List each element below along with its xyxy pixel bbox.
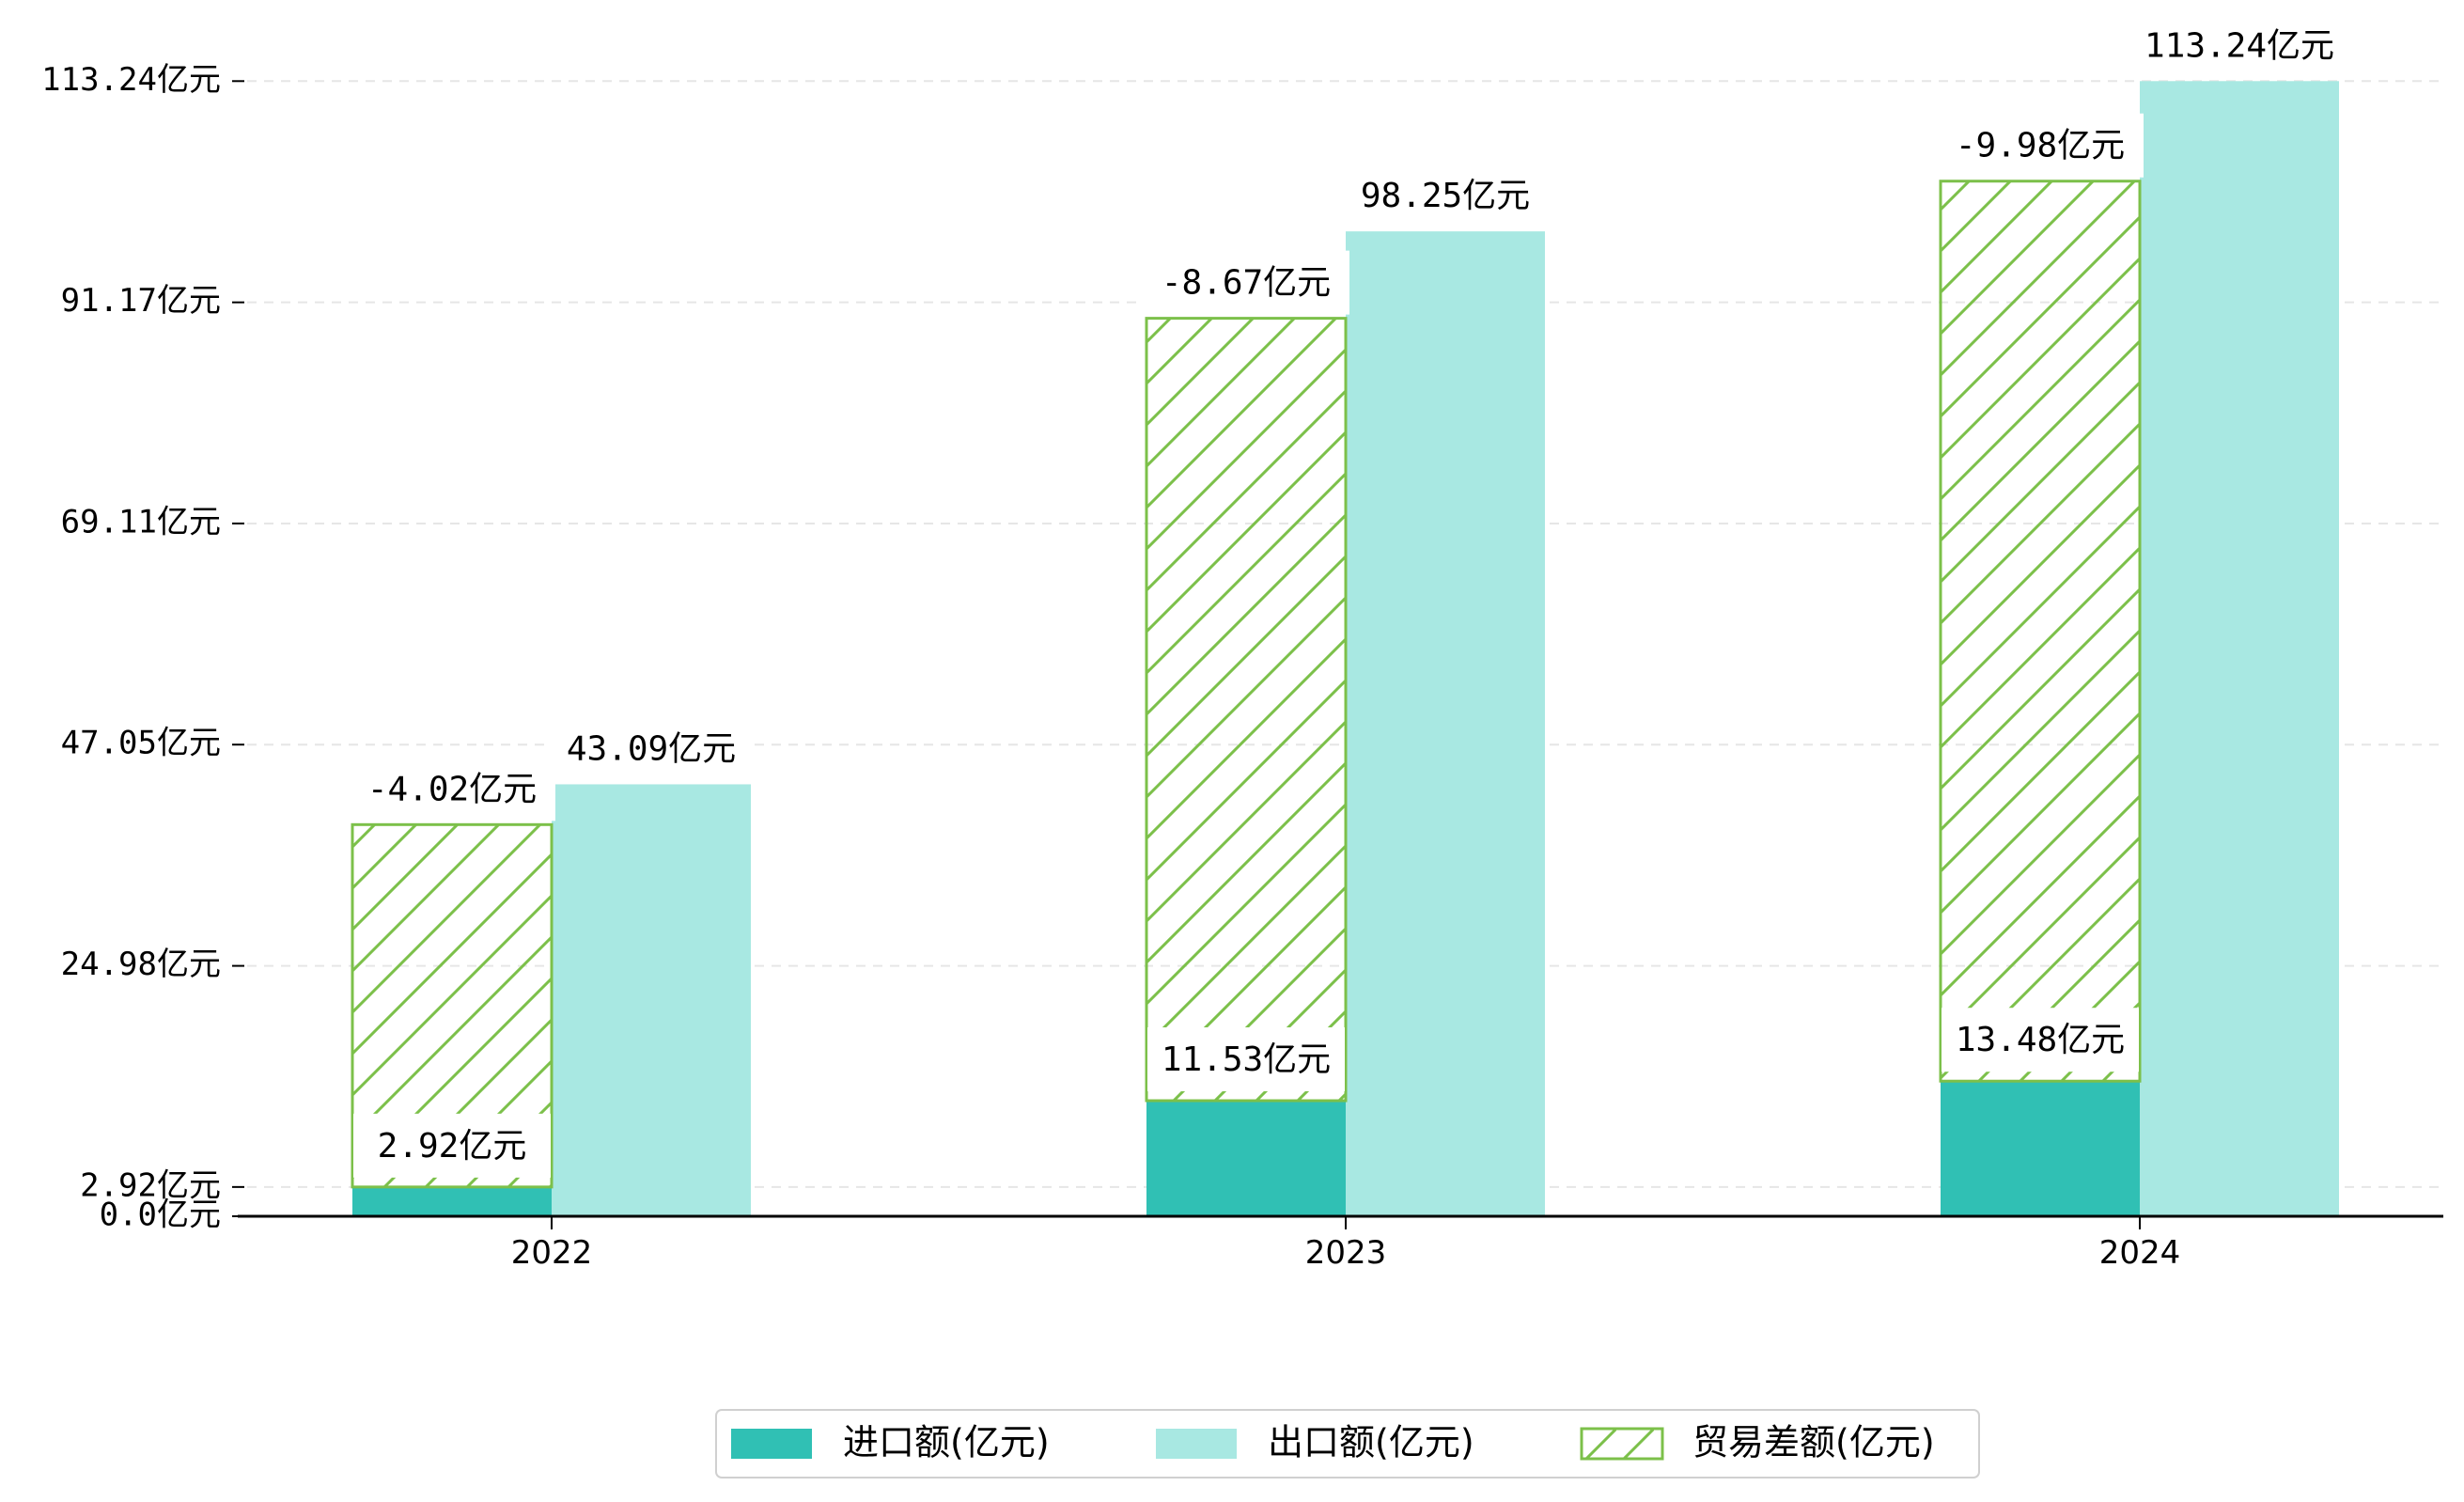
import-bar	[1941, 1081, 2140, 1216]
export-value-label-bg	[2136, 13, 2343, 78]
x-tick-label: 2022	[511, 1234, 593, 1272]
balance-value-label-bg	[1937, 113, 2144, 178]
export-bar	[552, 784, 751, 1216]
balance-value-label: -4.02亿元	[367, 770, 537, 808]
legend[interactable]: 进口额(亿元) 出口额(亿元) 贸易差额(亿元)	[715, 1409, 1980, 1479]
balance-value-label-bg	[349, 757, 555, 821]
legend-balance-swatch	[1580, 1427, 1664, 1461]
y-tick-label: 69.11亿元	[61, 503, 221, 540]
y-tick-label: 47.05亿元	[61, 725, 221, 762]
export-value-label-bg	[548, 716, 755, 781]
export-value-label: 113.24亿元	[2144, 26, 2334, 65]
import-bar	[352, 1186, 552, 1216]
import-value-label: 13.48亿元	[1956, 1021, 2125, 1059]
y-tick-label: 113.24亿元	[41, 61, 221, 99]
import-value-label-bg	[353, 1113, 551, 1178]
y-tick-label: 24.98亿元	[61, 946, 221, 983]
bars	[351, 81, 2339, 1216]
balance-bar	[1939, 180, 2142, 1083]
value-labels: 2.92亿元 43.09亿元 -4.02亿元 11.53亿元 98.25亿元 -8.67亿…	[349, 13, 2343, 1178]
export-bar	[2140, 81, 2339, 1216]
import-value-label: 11.53亿元	[1162, 1040, 1331, 1079]
legend-import-label: 进口额(亿元)	[843, 1422, 1050, 1463]
export-value-label: 43.09亿元	[567, 729, 736, 768]
balance-bar	[1145, 317, 1348, 1103]
balance-value-label-bg	[1143, 250, 1349, 315]
balance-value-label: -9.98亿元	[1956, 127, 2125, 165]
balance-value-label: -8.67亿元	[1162, 264, 1331, 303]
x-tick-label: 2024	[2099, 1234, 2181, 1272]
legend-import-swatch	[731, 1429, 812, 1459]
export-bar	[1346, 231, 1545, 1216]
y-tick-label: 0.0亿元	[100, 1197, 221, 1234]
legend-balance-label: 贸易差额(亿元)	[1692, 1422, 1935, 1463]
y-tick-label: 2.92亿元	[80, 1166, 221, 1204]
legend-export-swatch	[1156, 1429, 1237, 1459]
import-value-label-bg	[1942, 1008, 2139, 1072]
import-value-label: 2.92亿元	[378, 1127, 527, 1166]
y-tick-label: 91.17亿元	[61, 282, 221, 320]
legend-export-label: 出口额(亿元)	[1268, 1422, 1474, 1463]
axes: 0.0亿元2.92亿元24.98亿元47.05亿元69.11亿元91.17亿元1…	[41, 61, 2443, 1272]
legend-box	[715, 1409, 1980, 1479]
import-value-label-bg	[1147, 1027, 1345, 1092]
x-tick-label: 2023	[1305, 1234, 1387, 1272]
export-value-label: 98.25亿元	[1361, 177, 1530, 215]
import-bar	[1146, 1101, 1346, 1216]
export-value-label-bg	[1342, 164, 1549, 228]
